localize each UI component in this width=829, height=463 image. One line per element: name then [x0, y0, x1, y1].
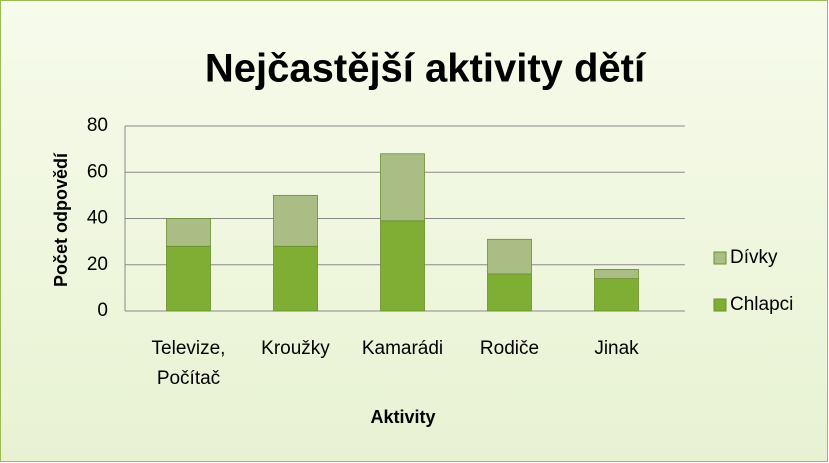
x-tick-label: Kroužky	[261, 338, 330, 359]
bar-segment	[273, 194, 318, 247]
bar-segment	[594, 278, 639, 312]
y-tick-label: 40	[87, 208, 108, 229]
legend-swatch	[713, 251, 727, 265]
x-tick-label: Rodiče	[480, 338, 539, 359]
chart-title: Nejčastější aktivity dětí	[205, 47, 647, 91]
x-tick-label: Kamarádi	[362, 338, 443, 359]
bar-segment	[166, 245, 211, 312]
y-tick-label: 0	[97, 300, 108, 321]
x-axis-label: Aktivity	[370, 407, 435, 427]
bar-segment	[166, 218, 211, 247]
x-tick-label: Jinak	[594, 338, 639, 359]
bar-segment	[487, 273, 532, 312]
bar-segment	[594, 268, 639, 280]
x-tick-label: Televize, Počítač	[152, 338, 226, 389]
y-tick-label: 60	[87, 161, 108, 182]
bar-segment	[380, 153, 425, 222]
legend-label: Chlapci	[730, 294, 793, 315]
y-axis-label: Počet odpovědí	[51, 152, 71, 287]
legend-swatch	[713, 298, 727, 312]
bar-segment	[487, 238, 532, 275]
bar-segment	[380, 220, 425, 312]
y-tick-label: 20	[87, 254, 108, 275]
legend-label: Dívky	[730, 247, 778, 268]
y-tick-label: 80	[87, 115, 108, 136]
bar-segment	[273, 245, 318, 312]
